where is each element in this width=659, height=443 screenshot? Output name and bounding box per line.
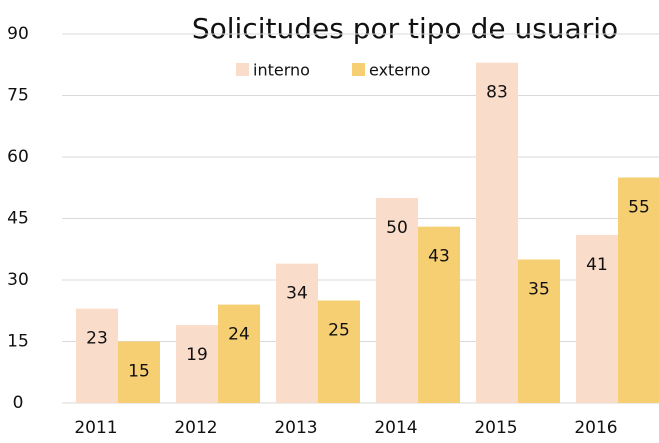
- legend-label: interno: [253, 61, 310, 80]
- data-label: 83: [486, 83, 508, 103]
- y-tick-label: 90: [7, 24, 29, 44]
- chart-title: Solicitudes por tipo de usuario: [192, 12, 618, 45]
- bar: [518, 259, 560, 403]
- x-tick-label: 2012: [174, 418, 217, 438]
- legend-swatch: [236, 63, 249, 76]
- x-tick-label: 2015: [474, 418, 517, 438]
- bar: [76, 308, 118, 403]
- data-label: 25: [328, 321, 350, 341]
- data-label: 43: [428, 247, 450, 267]
- x-tick-label: 2011: [74, 418, 117, 438]
- bar: [376, 198, 418, 403]
- data-label: 55: [628, 198, 650, 218]
- y-tick-label: 75: [7, 86, 29, 106]
- y-tick-label: 45: [7, 209, 29, 229]
- legend-swatch: [352, 63, 365, 76]
- data-label: 23: [86, 329, 108, 349]
- data-label: 50: [386, 218, 408, 238]
- bar: [476, 62, 518, 403]
- bar: [318, 300, 360, 403]
- data-label: 41: [586, 255, 608, 275]
- x-tick-label: 2016: [574, 418, 617, 438]
- data-label: 34: [286, 284, 308, 304]
- bar: [118, 341, 160, 403]
- bar: [276, 263, 318, 403]
- bar: [576, 234, 618, 403]
- bar: [618, 177, 659, 403]
- legend-label: externo: [369, 61, 430, 80]
- data-label: 24: [228, 325, 250, 345]
- bar: [218, 304, 260, 403]
- y-tick-label: 15: [7, 332, 29, 352]
- data-label: 35: [528, 280, 550, 300]
- y-tick-label: 0: [13, 393, 24, 413]
- y-tick-label: 60: [7, 147, 29, 167]
- data-label: 15: [128, 362, 150, 382]
- data-label: 19: [186, 345, 208, 365]
- bar: [176, 325, 218, 403]
- x-tick-label: 2014: [374, 418, 417, 438]
- bar: [418, 226, 460, 403]
- x-tick-label: 2013: [274, 418, 317, 438]
- y-tick-label: 30: [7, 270, 29, 290]
